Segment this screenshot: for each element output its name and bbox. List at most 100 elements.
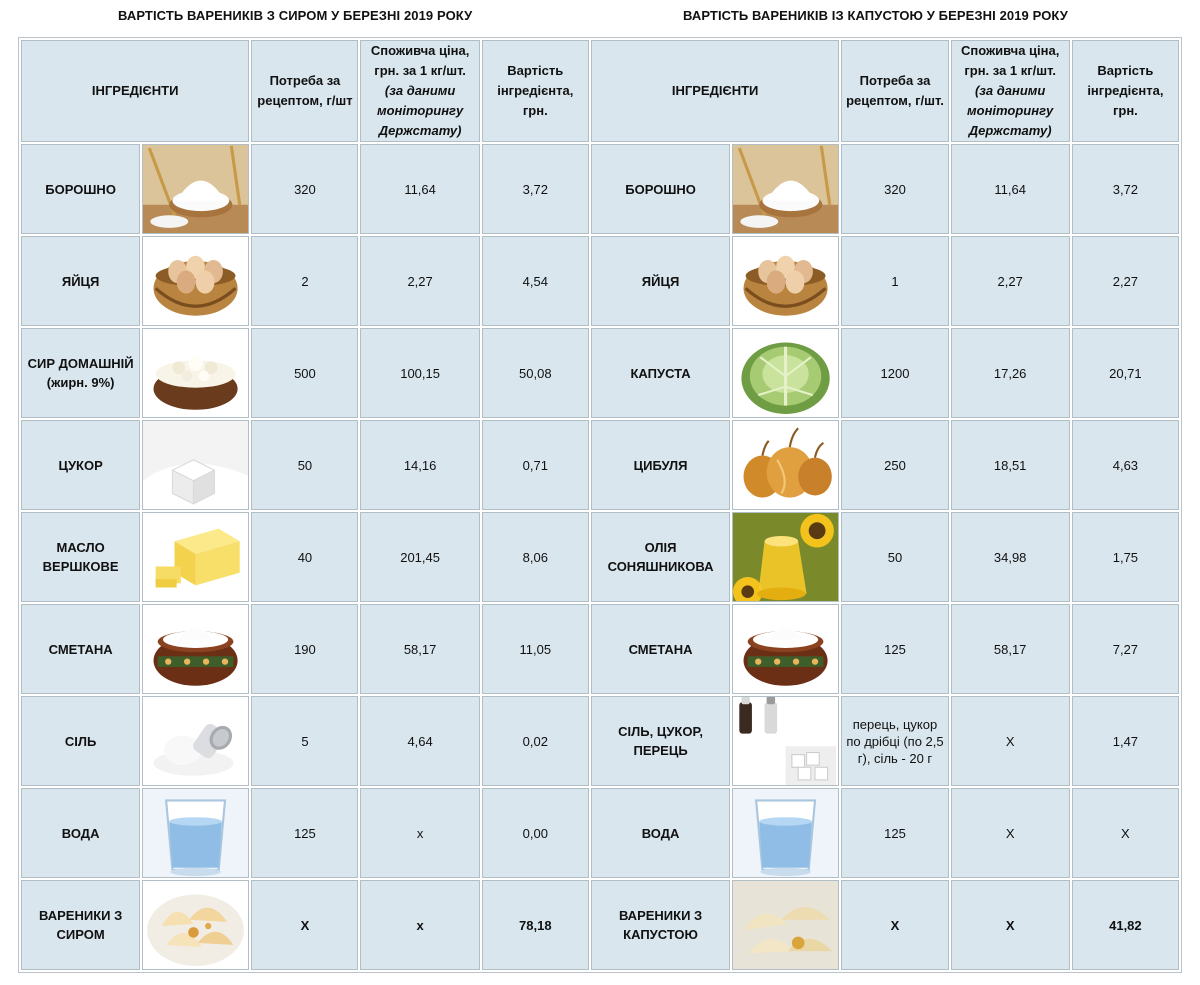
consumer-price-right: 34,98: [950, 512, 1070, 602]
ingredient-name-left: ЯЙЦЯ: [21, 236, 141, 326]
ingredient-cost-right: Х: [1071, 788, 1179, 878]
consumer-price-right: 58,17: [950, 604, 1070, 694]
table-row: ВОДА 125 x 0,00 ВОДА 125 Х Х: [21, 788, 1179, 878]
consumer-price-left: 201,45: [360, 512, 480, 602]
butter-image: [143, 513, 249, 601]
ingredient-cost-left: 11,05: [481, 604, 589, 694]
table-row: СМЕТАНА 190 58,17 11,05 СМЕТАНА 125 58,17 7,27: [21, 604, 1179, 694]
eggs-image: [143, 237, 249, 325]
header-price-note: (за даними моніторингу Держстату): [967, 83, 1054, 138]
ingredient-image-cell: [142, 788, 250, 878]
recipe-need-right: 320: [841, 144, 949, 234]
consumer-price-left: 100,15: [360, 328, 480, 418]
ingredient-name-right: БОРОШНО: [590, 144, 731, 234]
sugar-image: [143, 421, 249, 509]
ingredient-image-cell: [142, 512, 250, 602]
cottage-cheese-image: [143, 329, 249, 417]
ingredient-cost-left: 0,71: [481, 420, 589, 510]
header-price-right: Споживча ціна, грн. за 1 кг/шт. (за дани…: [950, 40, 1070, 142]
consumer-price-left: 11,64: [360, 144, 480, 234]
ingredient-cost-left: 50,08: [481, 328, 589, 418]
ingredient-cost-right: 41,82: [1071, 880, 1179, 970]
ingredient-image-cell: [142, 144, 250, 234]
header-cost-left: Вартість інгредієнта, грн.: [481, 40, 589, 142]
salt-image: [143, 697, 249, 785]
consumer-price-right: 17,26: [950, 328, 1070, 418]
ingredient-cost-left: 78,18: [481, 880, 589, 970]
sunflower-oil-image: [733, 513, 839, 601]
sour-cream-image: [143, 605, 249, 693]
ingredient-name-right: ЦИБУЛЯ: [590, 420, 731, 510]
recipe-need-right: 125: [841, 788, 949, 878]
cabbage-image: [733, 329, 839, 417]
flour-image: [143, 145, 249, 233]
consumer-price-right: 18,51: [950, 420, 1070, 510]
table-row: БОРОШНО 320 11,64 3,72 БОРОШНО 320 11,64 3,72: [21, 144, 1179, 234]
header-price-label: Споживча ціна, грн. за 1 кг/шт.: [370, 43, 470, 78]
consumer-price-right: Х: [950, 788, 1070, 878]
sour-cream-image: [733, 605, 839, 693]
ingredient-image-cell: [142, 604, 250, 694]
ingredient-image-cell: [142, 236, 250, 326]
ingredient-cost-right: 7,27: [1071, 604, 1179, 694]
recipe-need-left: 50: [251, 420, 359, 510]
ingredient-cost-right: 1,75: [1071, 512, 1179, 602]
table-row: МАСЛО ВЕРШКОВЕ 40 201,45 8,06 ОЛІЯ СОНЯШНИКО…: [21, 512, 1179, 602]
consumer-price-left: 14,16: [360, 420, 480, 510]
varenyky-cabbage-image: [733, 881, 839, 969]
header-price-note: (за даними моніторингу Держстату): [376, 83, 464, 138]
ingredient-name-left: МАСЛО ВЕРШКОВЕ: [21, 512, 141, 602]
recipe-need-left: 190: [251, 604, 359, 694]
ingredient-cost-right: 20,71: [1071, 328, 1179, 418]
header-cost-right: Вартість інгредієнта, грн.: [1071, 40, 1179, 142]
ingredient-cost-right: 4,63: [1071, 420, 1179, 510]
ingredient-image-cell: [732, 420, 840, 510]
recipe-need-left: 125: [251, 788, 359, 878]
price-table: ІНГРЕДІЄНТИ Потреба за рецептом, г/шт Сп…: [18, 37, 1182, 973]
recipe-need-right: 1200: [841, 328, 949, 418]
ingredient-name-left: ЦУКОР: [21, 420, 141, 510]
recipe-need-left: 40: [251, 512, 359, 602]
consumer-price-right: 11,64: [950, 144, 1070, 234]
consumer-price-left: 58,17: [360, 604, 480, 694]
table-row: СІЛЬ 5 4,64 0,02 СІЛЬ, ЦУКОР, ПЕРЕЦЬ перець, …: [21, 696, 1179, 786]
ingredient-cost-right: 2,27: [1071, 236, 1179, 326]
ingredient-name-left: ВАРЕНИКИ З СИРОМ: [21, 880, 141, 970]
recipe-need-right: Х: [841, 880, 949, 970]
ingredient-name-right: КАПУСТА: [590, 328, 731, 418]
header-price-left: Споживча ціна, грн. за 1 кг/шт. (за дани…: [360, 40, 480, 142]
water-glass-image: [143, 789, 249, 877]
consumer-price-right: Х: [950, 696, 1070, 786]
header-price-label: Споживча ціна, грн. за 1 кг/шт.: [960, 43, 1060, 78]
table-row: СИР ДОМАШНІЙ (жирн. 9%) 500 100,15 50,08 КАП…: [21, 328, 1179, 418]
ingredient-name-right: ВАРЕНИКИ З КАПУСТОЮ: [590, 880, 731, 970]
table-title-cabbage: ВАРТІСТЬ ВАРЕНИКІВ ІЗ КАПУСТОЮ У БЕРЕЗНІ…: [683, 8, 1068, 23]
spices-image: [733, 697, 839, 785]
ingredient-name-right: СМЕТАНА: [590, 604, 731, 694]
header-row: ІНГРЕДІЄНТИ Потреба за рецептом, г/шт Сп…: [21, 40, 1179, 142]
varenyky-cheese-image: [143, 881, 249, 969]
ingredient-name-left: СИР ДОМАШНІЙ (жирн. 9%): [21, 328, 141, 418]
ingredient-name-left: СІЛЬ: [21, 696, 141, 786]
ingredient-image-cell: [732, 604, 840, 694]
consumer-price-left: 2,27: [360, 236, 480, 326]
consumer-price-left: x: [360, 880, 480, 970]
recipe-need-left: 2: [251, 236, 359, 326]
ingredient-image-cell: [732, 512, 840, 602]
recipe-need-right: 125: [841, 604, 949, 694]
recipe-need-left: 5: [251, 696, 359, 786]
ingredient-cost-left: 0,00: [481, 788, 589, 878]
ingredient-image-cell: [732, 696, 840, 786]
recipe-need-right: 250: [841, 420, 949, 510]
ingredient-cost-left: 3,72: [481, 144, 589, 234]
recipe-need-left: X: [251, 880, 359, 970]
recipe-need-right: 50: [841, 512, 949, 602]
ingredient-image-cell: [142, 328, 250, 418]
ingredient-image-cell: [142, 696, 250, 786]
ingredient-name-left: ВОДА: [21, 788, 141, 878]
ingredient-name-right: ЯЙЦЯ: [590, 236, 731, 326]
ingredient-cost-left: 8,06: [481, 512, 589, 602]
ingredient-image-cell: [732, 880, 840, 970]
eggs-image: [733, 237, 839, 325]
onion-image: [733, 421, 839, 509]
